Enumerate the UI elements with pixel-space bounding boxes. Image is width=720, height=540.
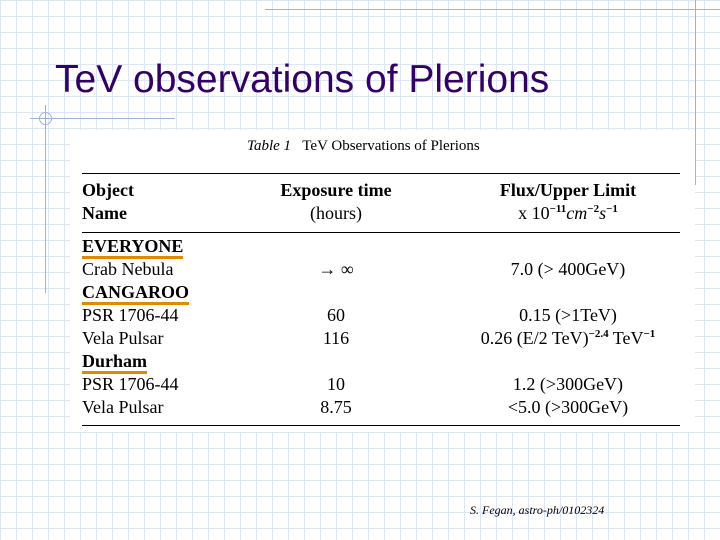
group-row: Durham bbox=[82, 350, 148, 374]
table-cell: <5.0 (>300GeV) bbox=[507, 397, 629, 417]
decor-line bbox=[30, 118, 175, 119]
table-cell: 116 bbox=[322, 328, 350, 348]
decor-line bbox=[695, 0, 696, 185]
text: x 10 bbox=[518, 203, 550, 223]
group-row: CANGAROO bbox=[82, 281, 189, 305]
rule bbox=[82, 173, 680, 174]
table-cell: Vela Pulsar bbox=[82, 397, 164, 417]
text: 0.26 (E/2 TeV) bbox=[480, 328, 589, 348]
group-row: EVERYONE bbox=[82, 235, 184, 259]
decor-line bbox=[265, 9, 720, 10]
group-name: CANGAROO bbox=[82, 283, 189, 305]
rule bbox=[82, 232, 680, 233]
caption-text: TeV Observations of Plerions bbox=[302, 138, 480, 154]
table-cell: 8.75 bbox=[320, 397, 352, 417]
table-cell: 60 bbox=[327, 305, 345, 325]
sup: −11 bbox=[549, 203, 567, 215]
header-line: (hours) bbox=[310, 203, 362, 223]
table-cell: 10 bbox=[327, 374, 345, 394]
table-cell: PSR 1706-44 bbox=[82, 305, 179, 325]
table-cell: → ∞ bbox=[318, 259, 354, 279]
table-cell: 1.2 (>300GeV) bbox=[512, 374, 624, 394]
header-line: Flux/Upper Limit bbox=[499, 180, 637, 200]
sup: −2 bbox=[587, 203, 600, 215]
table-box bbox=[70, 130, 695, 432]
table-cell: 0.26 (E/2 TeV)−2.4 TeV−1 bbox=[448, 327, 688, 350]
sup: −1 bbox=[606, 203, 618, 215]
slide-title: TeV observations of Plerions bbox=[55, 58, 550, 101]
table-cell: Crab Nebula bbox=[82, 259, 174, 279]
decor-line bbox=[45, 105, 46, 293]
caption-label: Table 1 bbox=[247, 138, 292, 154]
group-name: EVERYONE bbox=[82, 237, 184, 259]
decor-circle bbox=[39, 112, 52, 125]
citation: S. Fegan, astro-ph/0102324 bbox=[470, 503, 605, 517]
header-cell: Flux/Upper Limit x 10−11cm−2s−1 bbox=[448, 179, 688, 225]
table-cell: Vela Pulsar bbox=[82, 328, 164, 348]
header-line: Name bbox=[82, 203, 127, 223]
sup: −1 bbox=[643, 328, 656, 340]
table-caption: Table 1 TeV Observations of Plerions bbox=[247, 138, 480, 155]
sup: −2.4 bbox=[588, 328, 609, 340]
text: s bbox=[599, 203, 607, 223]
table-cell: PSR 1706-44 bbox=[82, 374, 179, 394]
table-cell: 7.0 (> 400GeV) bbox=[510, 259, 626, 279]
text: TeV bbox=[608, 328, 644, 348]
table-cell: 0.15 (>1TeV) bbox=[519, 305, 617, 325]
group-name: Durham bbox=[82, 352, 148, 374]
header-line: x 10−11cm−2s−1 bbox=[448, 202, 688, 225]
text: cm bbox=[566, 203, 588, 223]
header-cell: Exposure time (hours) bbox=[236, 179, 436, 225]
header-cell: Object Name bbox=[82, 179, 134, 225]
rule bbox=[82, 425, 680, 426]
header-line: Exposure time bbox=[280, 180, 392, 200]
header-line: Object bbox=[82, 180, 134, 200]
